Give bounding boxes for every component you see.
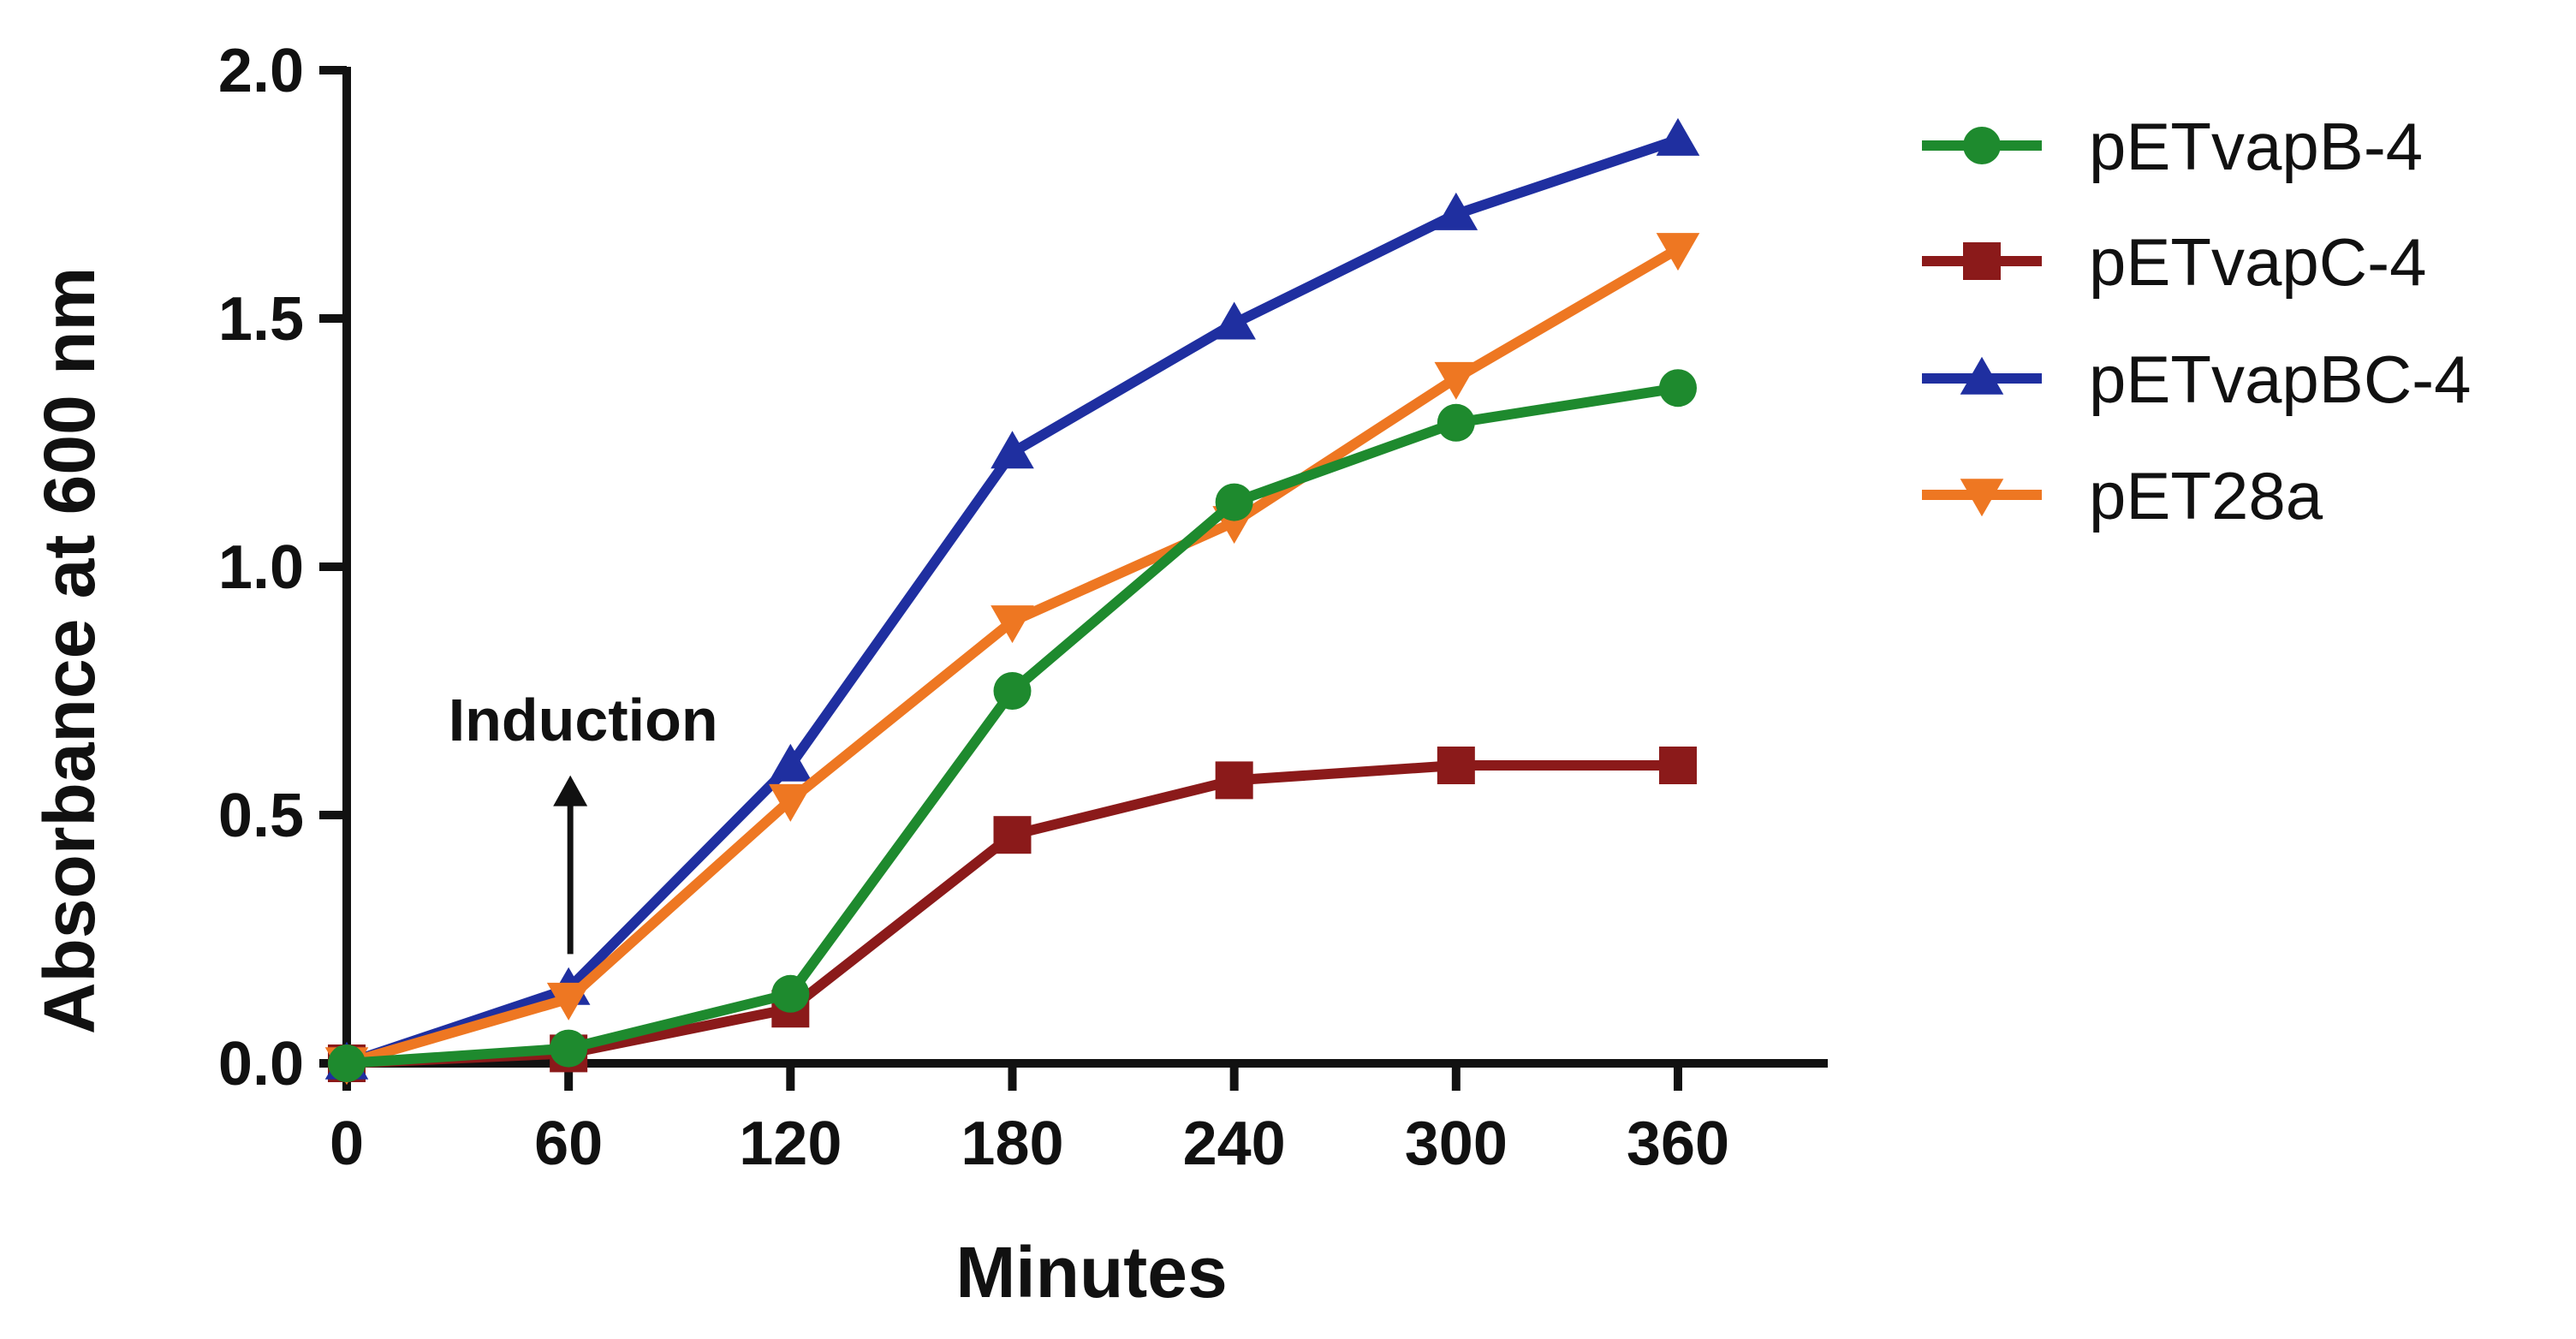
legend-item-pETvapB-4: pETvapB-4 bbox=[1922, 109, 2423, 184]
legend-label: pETvapB-4 bbox=[2089, 109, 2423, 184]
y-tick-label: 1.5 bbox=[218, 285, 304, 354]
data-point bbox=[1434, 361, 1478, 400]
y-tick-label: 0.0 bbox=[218, 1030, 304, 1098]
y-tick-label: 1.0 bbox=[218, 533, 304, 602]
data-point bbox=[550, 1029, 588, 1068]
tick-labels: 0.0 0.5 1.0 1.5 2.0 0 60 120 180 240 300 360 bbox=[218, 37, 1729, 1178]
data-point bbox=[769, 743, 812, 782]
data-point bbox=[1656, 233, 1700, 271]
legend-label: pETvapBC-4 bbox=[2089, 342, 2472, 417]
data-point bbox=[1212, 301, 1256, 340]
series-pETvapC-4 bbox=[328, 747, 1697, 1082]
data-point bbox=[1437, 747, 1475, 784]
data-point bbox=[1659, 369, 1697, 408]
x-axis-title: Minutes bbox=[955, 1232, 1227, 1312]
legend-label: pET28a bbox=[2089, 458, 2323, 533]
series-line bbox=[345, 244, 1681, 1068]
x-tick-label: 0 bbox=[330, 1110, 364, 1178]
data-point bbox=[1437, 403, 1475, 442]
series-pETvapBC-4 bbox=[324, 117, 1700, 1080]
data-point bbox=[1656, 117, 1700, 156]
data-point bbox=[1659, 747, 1697, 784]
x-tick-label: 300 bbox=[1405, 1110, 1508, 1178]
data-point bbox=[771, 974, 810, 1013]
data-point bbox=[328, 1044, 366, 1082]
y-tick-label: 0.5 bbox=[218, 782, 304, 850]
series-line bbox=[345, 134, 1680, 1068]
legend-marker bbox=[1960, 356, 2004, 395]
data-point bbox=[769, 783, 812, 822]
y-axis-title: Absorbance at 600 nm bbox=[29, 267, 110, 1034]
data-point bbox=[991, 431, 1034, 469]
series-pETvapB-4 bbox=[328, 369, 1697, 1082]
data-point bbox=[993, 816, 1032, 854]
data-point bbox=[1215, 761, 1253, 800]
y-tick-label: 2.0 bbox=[218, 37, 304, 105]
series-line bbox=[346, 760, 1678, 1068]
induction-label: Induction bbox=[449, 687, 718, 753]
axes bbox=[319, 66, 1828, 1091]
series-lines bbox=[324, 117, 1700, 1086]
x-tick-label: 120 bbox=[739, 1110, 842, 1178]
data-point bbox=[991, 605, 1034, 644]
x-tick-label: 240 bbox=[1183, 1110, 1286, 1178]
legend-item-pETvapC-4: pETvapC-4 bbox=[1922, 224, 2427, 300]
x-tick-label: 60 bbox=[534, 1110, 603, 1178]
x-tick-label: 180 bbox=[961, 1110, 1063, 1178]
legend-label: pETvapC-4 bbox=[2089, 224, 2427, 300]
legend-marker bbox=[1963, 242, 2001, 280]
annotations: Induction bbox=[449, 687, 718, 955]
data-point bbox=[1215, 483, 1253, 521]
legend: pETvapB-4 pETvapC-4 pETvapBC-4 pET28a bbox=[1922, 109, 2472, 533]
legend-item-pET28a: pET28a bbox=[1922, 458, 2323, 533]
induction-arrow-head bbox=[553, 775, 588, 806]
data-point bbox=[1434, 192, 1478, 230]
legend-marker bbox=[1963, 127, 2001, 164]
data-point bbox=[546, 982, 591, 1021]
legend-item-pETvapBC-4: pETvapBC-4 bbox=[1922, 342, 2472, 417]
series-pET28a bbox=[324, 233, 1700, 1086]
data-point bbox=[993, 672, 1032, 710]
legend-marker bbox=[1960, 479, 2004, 517]
x-tick-label: 360 bbox=[1627, 1110, 1729, 1178]
